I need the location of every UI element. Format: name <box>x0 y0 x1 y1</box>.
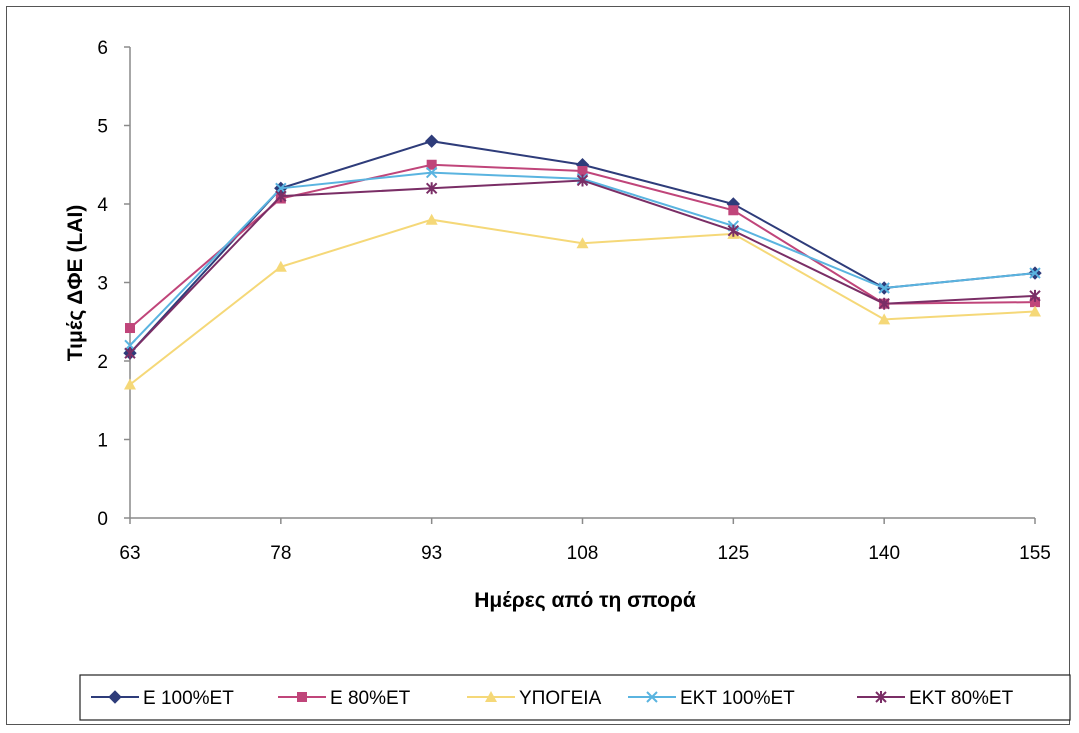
data-point <box>425 213 438 225</box>
series-5 <box>124 174 1041 360</box>
legend-item: Ε 80%ΕΤ <box>278 688 411 709</box>
y-axis-title: Τιμές ΔΦΕ (LAI) <box>64 205 87 362</box>
data-point <box>425 166 438 179</box>
x-tick-label: 155 <box>1019 543 1051 564</box>
legend-marker <box>875 691 887 703</box>
data-point <box>425 182 438 195</box>
data-point <box>125 323 135 334</box>
data-point <box>576 237 589 249</box>
data-point <box>577 166 588 177</box>
legend-item: ΥΠΟΓΕΙΑ <box>467 688 602 709</box>
legend-marker <box>297 692 307 702</box>
y-tick-label: 3 <box>97 274 108 295</box>
data-point <box>426 159 437 170</box>
y-tick-label: 1 <box>97 431 108 452</box>
data-point <box>1029 267 1041 279</box>
data-point <box>576 174 589 187</box>
x-tick-label: 63 <box>119 543 140 564</box>
x-tick-label: 78 <box>270 543 291 564</box>
chart-frame <box>6 6 1070 725</box>
legend-marker <box>485 691 497 702</box>
x-tick-label: 108 <box>567 543 599 564</box>
series-4 <box>124 166 1041 352</box>
x-tick-label: 125 <box>717 543 749 564</box>
y-tick-label: 5 <box>97 117 108 138</box>
legend-item: Ε 100%ΕΤ <box>91 688 234 709</box>
legend-label: Ε 80%ΕΤ <box>330 688 411 709</box>
series-3 <box>124 213 1041 390</box>
y-tick-label: 0 <box>97 509 108 530</box>
data-point <box>124 378 136 390</box>
data-point <box>424 134 439 148</box>
legend: Ε 100%ΕΤ Ε 80%ΕΤ ΥΠΟΓΕΙΑ ΕΚΤ 100%ΕΤ ΕΚΤ 80%Ε… <box>79 674 1071 721</box>
data-point <box>1029 305 1041 317</box>
x-tick-label: 93 <box>421 543 442 564</box>
legend-label: ΕΚΤ 80%ΕΤ <box>909 688 1014 709</box>
x-axis-title: Ημέρες από τη σπορά <box>474 589 696 612</box>
legend-label: Ε 100%ΕΤ <box>143 688 234 709</box>
legend-label: ΥΠΟΓΕΙΑ <box>519 688 602 709</box>
series-line <box>129 179 1036 354</box>
x-tick-label: 140 <box>868 543 900 564</box>
data-point <box>727 224 740 237</box>
y-tick-label: 4 <box>97 195 108 216</box>
legend-marker <box>646 691 658 703</box>
legend-label: ΕΚΤ 100%ΕΤ <box>680 688 795 709</box>
data-point <box>878 313 891 325</box>
data-point <box>1029 289 1041 302</box>
data-point <box>124 347 136 360</box>
y-tick-label: 6 <box>97 38 108 59</box>
legend-item: ΕΚΤ 80%ΕΤ <box>857 688 1014 709</box>
data-point <box>275 190 287 203</box>
legend-item: ΕΚΤ 100%ΕΤ <box>628 688 795 709</box>
axes: 0 1 2 3 4 5 6 63 78 93 108 125 140 155 <box>97 38 1050 564</box>
data-point <box>274 260 287 272</box>
series-group <box>123 134 1042 390</box>
data-point <box>878 297 890 310</box>
legend-marker <box>108 690 122 704</box>
y-tick-label: 2 <box>97 352 108 373</box>
data-point <box>878 282 890 294</box>
data-point <box>728 205 739 216</box>
data-point <box>1030 297 1040 308</box>
